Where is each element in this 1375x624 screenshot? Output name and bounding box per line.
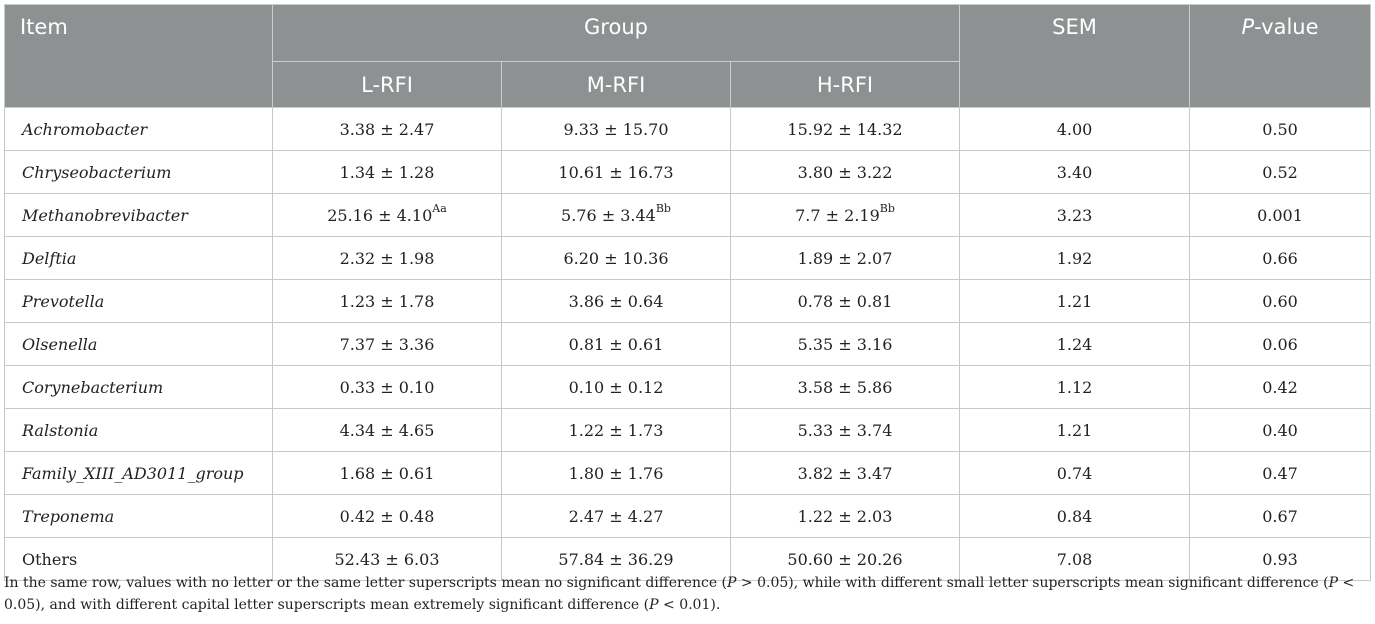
h-rfi-cell: 0.78 ± 0.81 [730, 279, 960, 323]
h-rfi-cell: 3.82 ± 3.47 [730, 451, 960, 495]
p-value-cell: 0.50 [1189, 107, 1371, 151]
p-value-cell: 0.06 [1189, 322, 1371, 366]
l-rfi-cell: 52.43 ± 6.03 [272, 537, 502, 581]
m-rfi-cell: 6.20 ± 10.36 [501, 236, 731, 280]
m-rfi-cell: 2.47 ± 4.27 [501, 494, 731, 538]
m-rfi-cell: 10.61 ± 16.73 [501, 150, 731, 194]
p-value-cell: 0.66 [1189, 236, 1371, 280]
sem-cell: 4.00 [959, 107, 1190, 151]
significance-superscript: Bb [655, 201, 671, 215]
l-rfi-cell: 3.38 ± 2.47 [272, 107, 502, 151]
l-rfi-cell: 1.34 ± 1.28 [272, 150, 502, 194]
table-row: Achromobacter 3.38 ± 2.47 9.33 ± 15.70 15.9… [4, 107, 1371, 151]
item-cell: Delftia [4, 236, 273, 280]
m-rfi-cell: 1.22 ± 1.73 [501, 408, 731, 452]
table-row: Ralstonia 4.34 ± 4.65 1.22 ± 1.73 5.33 ± 3.… [4, 408, 1371, 452]
item-cell: Corynebacterium [4, 365, 273, 409]
sem-cell: 1.21 [959, 408, 1190, 452]
table-row: Prevotella 1.23 ± 1.78 3.86 ± 0.64 0.78 ± 0… [4, 279, 1371, 323]
p-value-cell: 0.93 [1189, 537, 1371, 581]
l-rfi-cell: 4.34 ± 4.65 [272, 408, 502, 452]
table-row: Chryseobacterium 1.34 ± 1.28 10.61 ± 16.73… [4, 150, 1371, 194]
p-value-cell: 0.47 [1189, 451, 1371, 495]
group-header-l-rfi: L-RFI [272, 61, 502, 108]
sem-cell: 0.74 [959, 451, 1190, 495]
sem-header: SEM [959, 4, 1190, 108]
h-rfi-cell: 3.58 ± 5.86 [730, 365, 960, 409]
h-rfi-cell: 5.35 ± 3.16 [730, 322, 960, 366]
p-value-cell: 0.42 [1189, 365, 1371, 409]
h-rfi-cell: 5.33 ± 3.74 [730, 408, 960, 452]
item-cell: Others [4, 537, 273, 581]
sem-cell: 3.40 [959, 150, 1190, 194]
m-rfi-cell: 0.10 ± 0.12 [501, 365, 731, 409]
table-row: Corynebacterium 0.33 ± 0.10 0.10 ± 0.12 3.5… [4, 365, 1371, 409]
sem-cell: 1.24 [959, 322, 1190, 366]
h-rfi-cell: 50.60 ± 20.26 [730, 537, 960, 581]
l-rfi-cell: 1.68 ± 0.61 [272, 451, 502, 495]
l-rfi-cell: 7.37 ± 3.36 [272, 322, 502, 366]
p-value-cell: 0.52 [1189, 150, 1371, 194]
significance-superscript: Aa [432, 201, 447, 215]
p-value-cell: 0.001 [1189, 193, 1371, 237]
item-cell: Family_XIII_AD3011_group [4, 451, 273, 495]
l-rfi-cell: 0.33 ± 0.10 [272, 365, 502, 409]
group-header-m-rfi: M-RFI [501, 61, 731, 108]
l-rfi-cell: 0.42 ± 0.48 [272, 494, 502, 538]
item-cell: Chryseobacterium [4, 150, 273, 194]
p-value-cell: 0.67 [1189, 494, 1371, 538]
table-row: Olsenella 7.37 ± 3.36 0.81 ± 0.61 5.35 ± 3.… [4, 322, 1371, 366]
table-row: Treponema 0.42 ± 0.48 2.47 ± 4.27 1.22 ± 2.… [4, 494, 1371, 538]
table-body: Achromobacter 3.38 ± 2.47 9.33 ± 15.70 15.9… [4, 107, 1371, 581]
h-rfi-cell: 15.92 ± 14.32 [730, 107, 960, 151]
l-rfi-cell: 1.23 ± 1.78 [272, 279, 502, 323]
h-rfi-cell: 3.80 ± 3.22 [730, 150, 960, 194]
table-row: Delftia 2.32 ± 1.98 6.20 ± 10.36 1.89 ± 2.0… [4, 236, 1371, 280]
item-cell: Olsenella [4, 322, 273, 366]
table-row: Others 52.43 ± 6.03 57.84 ± 36.29 50.60 ± 2… [4, 537, 1371, 581]
sem-cell: 1.21 [959, 279, 1190, 323]
item-header: Item [4, 4, 273, 108]
m-rfi-cell: 1.80 ± 1.76 [501, 451, 731, 495]
item-cell: Achromobacter [4, 107, 273, 151]
p-value-cell: 0.40 [1189, 408, 1371, 452]
l-rfi-cell: 2.32 ± 1.98 [272, 236, 502, 280]
p-value-header: P-value [1189, 4, 1371, 108]
h-rfi-cell: 7.7 ± 2.19Bb [730, 193, 960, 237]
item-cell: Prevotella [4, 279, 273, 323]
h-rfi-cell: 1.22 ± 2.03 [730, 494, 960, 538]
item-cell: Treponema [4, 494, 273, 538]
group-header: Group [272, 4, 960, 62]
sem-cell: 3.23 [959, 193, 1190, 237]
table-footnote: In the same row, values with no letter o… [4, 575, 1355, 613]
sem-cell: 0.84 [959, 494, 1190, 538]
item-cell: Ralstonia [4, 408, 273, 452]
item-cell: Methanobrevibacter [4, 193, 273, 237]
significance-superscript: Bb [879, 201, 895, 215]
p-value-cell: 0.60 [1189, 279, 1371, 323]
m-rfi-cell: 3.86 ± 0.64 [501, 279, 731, 323]
m-rfi-cell: 9.33 ± 15.70 [501, 107, 731, 151]
m-rfi-cell: 5.76 ± 3.44Bb [501, 193, 731, 237]
l-rfi-cell: 25.16 ± 4.10Aa [272, 193, 502, 237]
table-row: Family_XIII_AD3011_group 1.68 ± 0.61 1.80 … [4, 451, 1371, 495]
group-header-h-rfi: H-RFI [730, 61, 960, 108]
m-rfi-cell: 0.81 ± 0.61 [501, 322, 731, 366]
sem-cell: 1.12 [959, 365, 1190, 409]
sem-cell: 1.92 [959, 236, 1190, 280]
data-table: Item Group SEM P-value L-RFI M-RFI H-RFI… [4, 4, 1371, 581]
table-row: Methanobrevibacter 25.16 ± 4.10Aa 5.76 ± 3… [4, 193, 1371, 237]
h-rfi-cell: 1.89 ± 2.07 [730, 236, 960, 280]
